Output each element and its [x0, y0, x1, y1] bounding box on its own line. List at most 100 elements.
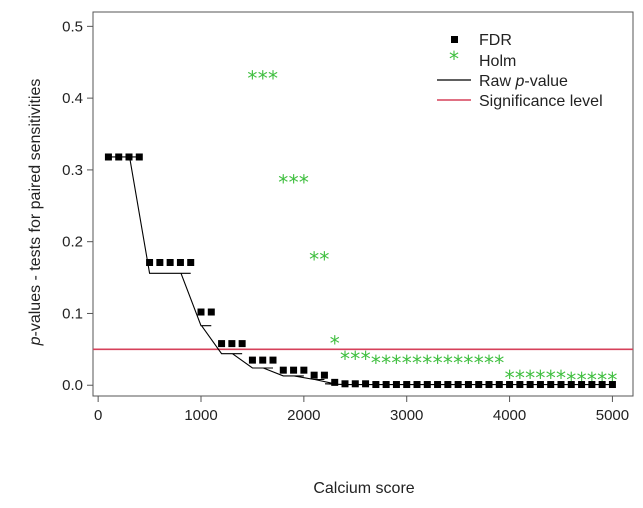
holm-point: *: [402, 351, 412, 375]
fdr-point: [248, 356, 256, 364]
raw-pvalue-line: [108, 156, 613, 386]
holm-point: *: [299, 171, 309, 195]
x-tick-label: 5000: [596, 407, 629, 424]
legend: FDR * Holm Raw p-value Significance leve…: [437, 32, 603, 110]
x-tick-label: 0: [94, 407, 102, 424]
holm-point: *: [391, 351, 401, 375]
legend-raw-italic: p: [514, 73, 524, 90]
holm-point: *: [463, 351, 473, 375]
fdr-point: [176, 258, 184, 266]
holm-point: *: [350, 347, 360, 371]
holm-point: *: [566, 368, 576, 392]
fdr-point: [300, 366, 308, 374]
holm-point: *: [515, 366, 525, 390]
y-axis-label: p-values - tests for paired sensitivitie…: [27, 79, 44, 347]
holm-point: *: [258, 67, 268, 91]
x-tick-label: 1000: [184, 407, 217, 424]
x-axis-label: Calcium score: [313, 480, 414, 497]
fdr-point: [536, 381, 544, 389]
legend-raw-label: Raw p-value: [479, 73, 568, 90]
fdr-point: [403, 381, 411, 389]
fdr-point: [608, 381, 616, 389]
holm-point: *: [525, 366, 535, 390]
fdr-point: [547, 381, 555, 389]
y-axis-label-italic: p: [27, 336, 44, 346]
fdr-point: [290, 366, 298, 374]
fdr-point: [228, 340, 236, 348]
fdr-point: [382, 381, 390, 389]
x-tick-label: 2000: [287, 407, 320, 424]
x-axis: 0 1000 2000 3000 4000 5000: [94, 396, 629, 424]
legend-raw-suffix: -value: [524, 73, 568, 90]
fdr-point: [115, 153, 123, 161]
fdr-point: [392, 381, 400, 389]
fdr-point: [413, 381, 421, 389]
fdr-point: [485, 381, 493, 389]
fdr-point: [475, 381, 483, 389]
holm-point: *: [340, 347, 350, 371]
y-tick-label: 0.3: [62, 162, 83, 179]
y-tick-label: 0.1: [62, 305, 83, 322]
holm-point: *: [453, 351, 463, 375]
holm-point: *: [546, 366, 556, 390]
fdr-point: [423, 381, 431, 389]
fdr-point: [516, 381, 524, 389]
fdr-point: [444, 381, 452, 389]
fdr-point: [454, 381, 462, 389]
holm-point: *: [361, 347, 371, 371]
fdr-series: [104, 153, 616, 389]
holm-point: *: [484, 351, 494, 375]
holm-point: *: [474, 351, 484, 375]
legend-fdr-marker: [451, 36, 458, 43]
fdr-point: [598, 381, 606, 389]
holm-point: *: [309, 247, 319, 271]
raw-pvalue-series: [108, 156, 613, 386]
fdr-point: [259, 356, 267, 364]
fdr-point: [526, 381, 534, 389]
plot-area-frame: [92, 11, 634, 397]
holm-point: *: [268, 67, 278, 91]
fdr-point: [207, 308, 215, 316]
fdr-point: [588, 381, 596, 389]
fdr-point: [578, 381, 586, 389]
x-tick-label: 3000: [390, 407, 423, 424]
y-axis: 0.0 0.1 0.2 0.3 0.4 0.5: [62, 18, 93, 394]
fdr-point: [464, 381, 472, 389]
y-axis-label-rest: -values - tests for paired sensitivities: [27, 79, 44, 337]
fdr-point: [362, 380, 370, 388]
holm-point: *: [422, 351, 432, 375]
holm-point: *: [535, 366, 545, 390]
fdr-point: [506, 381, 514, 389]
fdr-point: [279, 366, 287, 374]
holm-point: *: [371, 351, 381, 375]
fdr-point: [341, 380, 349, 388]
fdr-point: [351, 380, 359, 388]
holm-series: * * ** * ** *** * * * * * * * * * * * * * * ** * * * * * * * * * *: [247, 67, 617, 392]
y-tick-label: 0.0: [62, 377, 83, 394]
holm-point: *: [577, 368, 587, 392]
fdr-point: [187, 258, 195, 266]
holm-point: *: [289, 171, 299, 195]
fdr-point: [135, 153, 143, 161]
fdr-point: [567, 381, 575, 389]
holm-point: *: [412, 351, 422, 375]
holm-point: *: [597, 368, 607, 392]
fdr-point: [269, 356, 277, 364]
holm-point: *: [556, 366, 566, 390]
holm-point: *: [278, 171, 288, 195]
y-tick-label: 0.4: [62, 90, 83, 107]
fdr-point: [557, 381, 565, 389]
legend-holm-marker: *: [449, 47, 459, 71]
holm-point: *: [494, 351, 504, 375]
fdr-point: [434, 381, 442, 389]
fdr-point: [495, 381, 503, 389]
holm-point: *: [587, 368, 597, 392]
y-tick-label: 0.2: [62, 234, 83, 251]
fdr-point: [197, 308, 205, 316]
fdr-point: [238, 340, 246, 348]
fdr-point: [156, 258, 164, 266]
fdr-point: [146, 258, 154, 266]
legend-raw-prefix: Raw: [479, 73, 515, 90]
